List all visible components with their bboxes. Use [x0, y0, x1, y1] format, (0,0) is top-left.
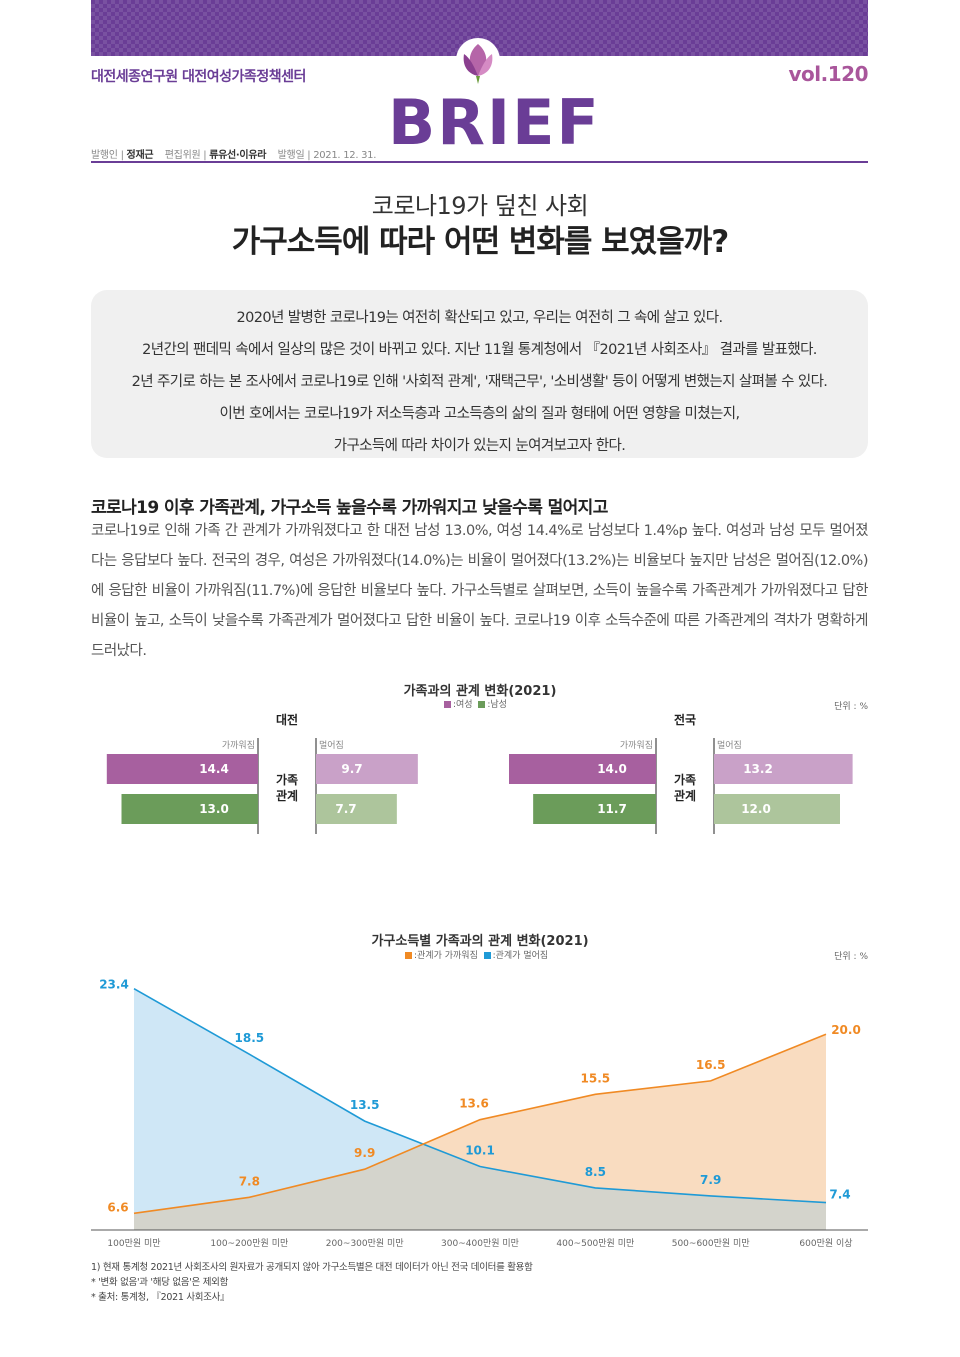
data-label-closer: 13.6: [459, 1097, 489, 1111]
label-daejeon-male-closer: 13.0: [199, 802, 229, 816]
data-label-closer: 6.6: [107, 1200, 128, 1214]
area-closer: [134, 1034, 826, 1230]
x-tick-label: 300~400만원 미만: [441, 1238, 519, 1249]
axis-label-farther: 멀어짐: [717, 739, 742, 751]
footnote: * 출처: 통계청, 『2021 사회조사』: [91, 1292, 230, 1303]
bar-daejeon-female-closer: [106, 754, 258, 784]
center-label-family: 가족: [276, 772, 298, 787]
bar-daejeon-male-closer: [121, 794, 258, 824]
summary-line: 2년 주기로 하는 본 조사에서 코로나19로 인해 '사회적 관계', '재택…: [131, 374, 828, 390]
editor-names: 류유선·이유라: [209, 150, 267, 161]
x-tick-label: 100만원 미만: [107, 1238, 160, 1249]
date-label: 발행일 |: [277, 150, 311, 161]
brief-logo-text: BRIEF: [388, 86, 601, 159]
footnote: 1) 현재 통계청 2021년 사회조사의 원자료가 공개되지 않아 가구소득별…: [91, 1262, 533, 1273]
main-title: 가구소득에 따라 어떤 변화를 보였을까?: [231, 224, 729, 260]
legend-female: :여성: [453, 700, 473, 710]
panel-title-national: 전국: [674, 712, 696, 727]
volume-number: vol.120: [788, 62, 869, 86]
legend-male-swatch: [478, 701, 486, 708]
label-daejeon-female-closer: 14.4: [199, 762, 229, 776]
publish-date: 2021. 12. 31.: [313, 150, 377, 161]
center-label-relation: 관계: [674, 788, 696, 803]
editor-label: 편집위원 |: [164, 150, 207, 161]
legend-farther-swatch: [483, 952, 491, 959]
summary-line: 이번 호에서는 코로나19가 저소득층과 고소득층의 삶의 질과 형태에 어떤 …: [219, 406, 741, 422]
chart1-unit: 단위 : %: [834, 702, 868, 712]
chart2-unit: 단위 : %: [834, 952, 868, 962]
summary-line: 2020년 발병한 코로나19는 여전히 확산되고 있고, 우리는 여전히 그 …: [236, 310, 723, 326]
data-label-farther: 8.5: [585, 1165, 606, 1179]
legend-closer: :관계가 가까워짐: [414, 951, 478, 961]
chart1-title: 가족과의 관계 변화(2021): [403, 684, 557, 699]
footnotes: 1) 현재 통계청 2021년 사회조사의 원자료가 공개되지 않아 가구소득별…: [91, 1260, 533, 1305]
bar-national-male-closer: [533, 794, 656, 824]
header-rule: [91, 161, 868, 163]
chart2-title: 가구소득별 가족과의 관계 변화(2021): [371, 934, 589, 949]
x-tick-label: 200~300만원 미만: [326, 1238, 404, 1249]
bar-daejeon-male-farther: [316, 794, 397, 824]
data-label-closer: 15.5: [581, 1071, 611, 1085]
data-label-farther: 18.5: [235, 1031, 265, 1045]
data-label-closer: 20.0: [831, 1023, 861, 1037]
chart1-legend: :여성 :남성: [444, 697, 507, 710]
chart2-svg: 6.6 7.8 9.9 13.6 15.5 16.5 20.0 23.4 18.5 13.5 10…: [91, 978, 868, 1249]
publisher-label: 발행인 |: [91, 150, 124, 161]
bar-national-female-farther: [714, 754, 853, 784]
legend-farther: :관계가 멀어짐: [492, 951, 549, 961]
subtitle: 코로나19가 덮친 사회: [371, 192, 589, 220]
chart1-svg: 대전 가까워짐 멀어짐 14.4 9.7 13.0 7.7 가족 관계 전국 가…: [106, 712, 853, 834]
data-label-farther: 13.5: [350, 1098, 380, 1112]
footnote: * '변화 없음'과 '해당 없음'은 제외함: [91, 1277, 229, 1288]
label-daejeon-male-farther: 7.7: [335, 802, 356, 816]
bar-national-male-farther: [714, 794, 840, 824]
data-label-farther: 7.4: [829, 1188, 850, 1202]
legend-male: :남성: [487, 700, 507, 710]
data-label-closer: 9.9: [354, 1146, 375, 1160]
header-banner: [91, 0, 868, 56]
x-tick-label: 500~600만원 미만: [672, 1238, 750, 1249]
center-label-family: 가족: [674, 772, 696, 787]
legend-closer-swatch: [405, 952, 412, 959]
data-label-closer: 7.8: [239, 1174, 260, 1188]
publisher-name: 정재근: [126, 150, 154, 161]
publication-meta: 발행인 | 정재근 편집위원 | 류유선·이유라 발행일 | 2021. 12.…: [91, 146, 376, 161]
flower-icon: [456, 38, 500, 84]
axis-label-closer: 가까워짐: [222, 740, 255, 751]
data-label-farther: 23.4: [99, 978, 129, 992]
area-overlap: [134, 1144, 826, 1230]
summary-line: 가구소득에 따라 차이가 있는지 눈여겨보고자 한다.: [333, 438, 626, 454]
chart2-legend: :관계가 가까워짐 :관계가 멀어짐: [405, 948, 548, 961]
section-body: 코로나19로 인해 가족 간 관계가 가까워졌다고 한 대전 남성 13.0%,…: [91, 523, 869, 659]
data-label-farther: 7.9: [700, 1173, 721, 1187]
axis-label-closer: 가까워짐: [620, 740, 653, 751]
legend-female-swatch: [444, 701, 451, 708]
label-daejeon-female-farther: 9.7: [341, 762, 362, 776]
line-farther: [133, 988, 827, 1204]
panel-title-daejeon: 대전: [276, 712, 298, 727]
x-tick-label: 100~200만원 미만: [210, 1238, 288, 1249]
bar-national-female-closer: [509, 754, 656, 784]
line-closer: [133, 1033, 827, 1215]
x-tick-label: 400~500만원 미만: [556, 1238, 634, 1249]
section-heading: 코로나19 이후 가족관계, 가구소득 높을수록 가까워지고 낮을수록 멀어지고: [91, 498, 608, 518]
bar-daejeon-female-farther: [316, 754, 418, 784]
org-name: 대전세종연구원 대전여성가족정책센터: [91, 69, 306, 85]
label-national-female-closer: 14.0: [597, 762, 627, 776]
data-label-closer: 16.5: [696, 1058, 726, 1072]
center-label-relation: 관계: [276, 788, 298, 803]
label-national-male-closer: 11.7: [597, 802, 627, 816]
summary-box: 2020년 발병한 코로나19는 여전히 확산되고 있고, 우리는 여전히 그 …: [91, 290, 868, 458]
x-tick-label: 600만원 이상: [799, 1238, 852, 1249]
area-farther: [134, 988, 826, 1230]
brief-logo: BRIEF: [388, 34, 601, 164]
label-national-male-farther: 12.0: [741, 802, 771, 816]
data-label-farther: 10.1: [465, 1144, 495, 1158]
label-national-female-farther: 13.2: [743, 762, 773, 776]
summary-line: 2년간의 팬데믹 속에서 일상의 많은 것이 바뀌고 있다. 지난 11월 통계…: [142, 342, 817, 358]
axis-label-farther: 멀어짐: [319, 739, 344, 751]
